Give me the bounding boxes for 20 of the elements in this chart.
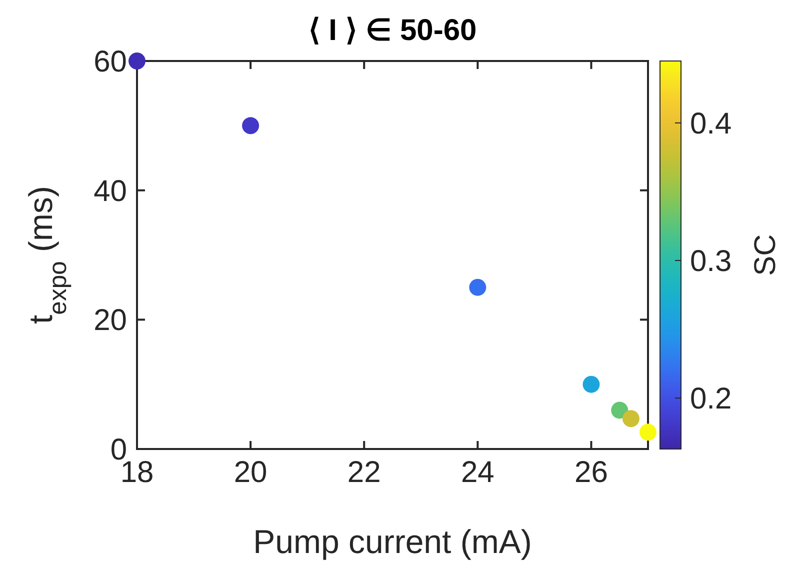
x-tick-label: 22 [347, 456, 381, 489]
point [128, 52, 146, 70]
y-tick-label: 60 [94, 46, 127, 78]
point [242, 117, 260, 134]
point [469, 278, 486, 296]
x-axis-title: Pump current (mA) [253, 523, 532, 560]
point [611, 402, 628, 419]
x-tick-label: 24 [460, 456, 494, 489]
x-tick-label: 26 [574, 456, 608, 489]
point [640, 424, 656, 441]
color-bar-label: 0.3 [690, 245, 732, 278]
color-bar-title: SC [749, 234, 782, 276]
color-bar-label: 0.4 [690, 107, 732, 140]
point [622, 410, 640, 428]
y-tick-label: 40 [94, 174, 127, 208]
point [582, 376, 600, 393]
y-tick-label: 20 [94, 304, 127, 338]
x-tick-label: 20 [234, 456, 268, 489]
chart-title: ⟨ I ⟩ ∈ 50-60 [308, 14, 477, 47]
color-bar-label: 0.2 [690, 382, 732, 416]
